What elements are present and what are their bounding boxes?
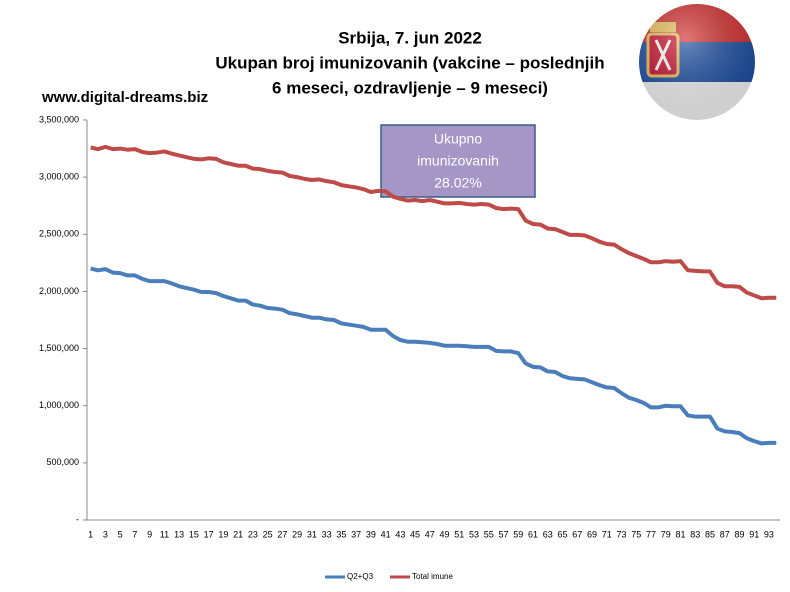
x-tick-label: 25: [263, 529, 273, 539]
x-tick-label: 33: [322, 529, 332, 539]
x-tick-label: 9: [147, 529, 152, 539]
x-tick-label: 29: [292, 529, 302, 539]
x-tick-label: 53: [469, 529, 479, 539]
x-tick-label: 93: [764, 529, 774, 539]
x-tick-label: 85: [705, 529, 715, 539]
x-tick-label: 47: [425, 529, 435, 539]
annotation-box: [380, 124, 536, 198]
x-tick-label: 41: [381, 529, 391, 539]
x-tick-label: 55: [484, 529, 494, 539]
x-tick-label: 87: [720, 529, 730, 539]
x-tick-label: 11: [160, 529, 169, 539]
series-line: [90, 266, 777, 446]
x-tick-label: 79: [661, 529, 671, 539]
y-tick-label: 500,000: [46, 457, 79, 467]
x-tick-label: 77: [646, 529, 656, 539]
x-tick-label: 91: [749, 529, 759, 539]
x-tick-label: 21: [233, 529, 243, 539]
x-tick-label: 7: [132, 529, 137, 539]
x-tick-label: 31: [307, 529, 317, 539]
y-tick-label: 1,500,000: [39, 343, 79, 353]
y-tick-label: 2,000,000: [39, 286, 79, 296]
x-tick-label: 71: [602, 529, 612, 539]
legend-label: Q2+Q3: [347, 572, 374, 581]
x-tick-label: 15: [189, 529, 199, 539]
x-tick-label: 57: [499, 529, 509, 539]
x-tick-label: 37: [351, 529, 361, 539]
x-tick-label: 89: [734, 529, 744, 539]
x-tick-label: 59: [513, 529, 523, 539]
annotation: 28.02%: [434, 175, 481, 191]
y-tick-label: 2,500,000: [39, 229, 79, 239]
y-tick-label: -: [76, 514, 79, 524]
legend-label: Total imune: [412, 572, 453, 581]
x-tick-label: 61: [528, 529, 538, 539]
chart-title: 6 meseci, ozdravljenje – 9 meseci): [272, 78, 548, 97]
x-tick-label: 67: [572, 529, 582, 539]
x-tick-label: 43: [395, 529, 405, 539]
x-tick-label: 23: [248, 529, 258, 539]
x-tick-label: 5: [118, 529, 123, 539]
y-tick-label: 3,000,000: [39, 172, 79, 182]
x-tick-label: 45: [410, 529, 420, 539]
annotation: imunizovanih: [417, 153, 499, 169]
x-tick-label: 1: [88, 529, 93, 539]
flag: [639, 4, 755, 120]
x-tick-label: 51: [454, 529, 464, 539]
x-tick-label: 73: [616, 529, 626, 539]
x-tick-label: 39: [366, 529, 376, 539]
x-tick-label: 63: [543, 529, 553, 539]
x-tick-label: 35: [336, 529, 346, 539]
series-line: [90, 144, 777, 301]
x-tick-label: 27: [277, 529, 287, 539]
x-tick-label: 19: [218, 529, 228, 539]
chart-title: Srbija, 7. jun 2022: [338, 28, 482, 47]
x-tick-label: 49: [440, 529, 450, 539]
x-tick-label: 3: [103, 529, 108, 539]
y-tick-label: 3,500,000: [39, 114, 79, 124]
y-tick-label: 1,000,000: [39, 400, 79, 410]
source: www.digital-dreams.biz: [41, 89, 208, 106]
annotation: Ukupno: [434, 131, 482, 147]
x-tick-label: 69: [587, 529, 597, 539]
x-tick-label: 13: [174, 529, 184, 539]
x-tick-label: 75: [631, 529, 641, 539]
x-tick-label: 83: [690, 529, 700, 539]
x-tick-label: 65: [558, 529, 568, 539]
chart-title: Ukupan broj imunizovanih (vakcine – posl…: [215, 53, 604, 72]
x-tick-label: 17: [204, 529, 214, 539]
x-tick-label: 81: [675, 529, 685, 539]
